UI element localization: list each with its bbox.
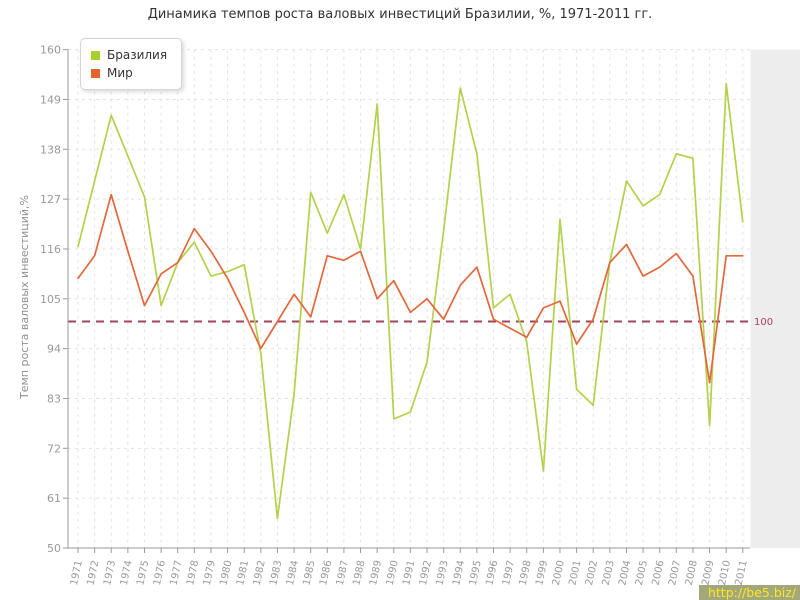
svg-text:1989: 1989 xyxy=(368,559,384,586)
svg-text:1975: 1975 xyxy=(135,559,151,586)
watermark-link[interactable]: http://be5.biz/ xyxy=(698,585,800,600)
svg-text:1977: 1977 xyxy=(169,559,185,586)
svg-text:1986: 1986 xyxy=(318,559,334,586)
svg-text:1999: 1999 xyxy=(534,559,550,586)
svg-text:94: 94 xyxy=(47,343,61,356)
svg-text:127: 127 xyxy=(40,193,61,206)
brazil-series-swatch xyxy=(91,50,100,60)
svg-text:2011: 2011 xyxy=(734,559,750,586)
svg-text:1995: 1995 xyxy=(468,559,484,586)
svg-text:1981: 1981 xyxy=(235,559,251,586)
world-series-swatch xyxy=(91,68,100,78)
svg-text:1982: 1982 xyxy=(252,559,268,586)
svg-text:1976: 1976 xyxy=(152,559,168,586)
svg-text:1996: 1996 xyxy=(484,559,500,586)
svg-text:83: 83 xyxy=(47,392,61,405)
legend-label-brazil: Бразилия xyxy=(107,48,168,62)
svg-text:1973: 1973 xyxy=(102,559,118,586)
svg-text:116: 116 xyxy=(40,243,61,256)
svg-text:105: 105 xyxy=(40,293,61,306)
svg-text:100: 100 xyxy=(754,317,773,328)
svg-text:1985: 1985 xyxy=(302,559,318,586)
svg-text:2010: 2010 xyxy=(717,559,733,586)
svg-text:2006: 2006 xyxy=(651,559,667,586)
svg-text:1979: 1979 xyxy=(202,559,218,586)
svg-text:1991: 1991 xyxy=(401,559,417,586)
svg-text:1988: 1988 xyxy=(351,559,367,586)
svg-text:160: 160 xyxy=(40,44,61,57)
svg-text:1972: 1972 xyxy=(86,559,102,586)
svg-text:1983: 1983 xyxy=(268,559,284,586)
svg-text:2003: 2003 xyxy=(601,559,617,586)
svg-text:1974: 1974 xyxy=(119,559,135,586)
svg-text:1978: 1978 xyxy=(185,559,201,586)
svg-text:72: 72 xyxy=(47,442,61,455)
svg-text:2009: 2009 xyxy=(700,559,716,586)
svg-text:2008: 2008 xyxy=(684,559,700,586)
svg-text:1992: 1992 xyxy=(418,559,434,586)
svg-text:1990: 1990 xyxy=(385,559,401,586)
svg-text:1998: 1998 xyxy=(518,559,534,586)
svg-text:2001: 2001 xyxy=(567,559,583,586)
svg-text:149: 149 xyxy=(40,93,61,106)
svg-text:61: 61 xyxy=(47,492,61,505)
svg-text:1994: 1994 xyxy=(451,559,467,586)
chart-title: Динамика темпов роста валовых инвестиций… xyxy=(147,7,653,22)
svg-text:138: 138 xyxy=(40,143,61,156)
svg-text:1984: 1984 xyxy=(285,559,301,586)
svg-text:Темп роста валовых инвестиций,: Темп роста валовых инвестиций,% xyxy=(18,195,31,400)
svg-text:2004: 2004 xyxy=(617,559,633,586)
svg-text:1987: 1987 xyxy=(335,559,351,586)
svg-text:2002: 2002 xyxy=(584,559,600,586)
svg-text:2000: 2000 xyxy=(551,559,567,586)
svg-text:2007: 2007 xyxy=(667,559,683,586)
legend-item-brazil: Бразилия xyxy=(91,46,167,64)
svg-text:1997: 1997 xyxy=(501,559,517,586)
legend-item-world: Мир xyxy=(91,64,167,82)
legend-label-world: Мир xyxy=(107,66,133,80)
svg-text:1980: 1980 xyxy=(218,559,234,586)
svg-text:2005: 2005 xyxy=(634,559,650,586)
svg-text:1971: 1971 xyxy=(69,559,85,586)
legend: Бразилия Мир xyxy=(80,38,183,90)
svg-text:1993: 1993 xyxy=(435,559,451,586)
svg-text:50: 50 xyxy=(47,542,61,555)
